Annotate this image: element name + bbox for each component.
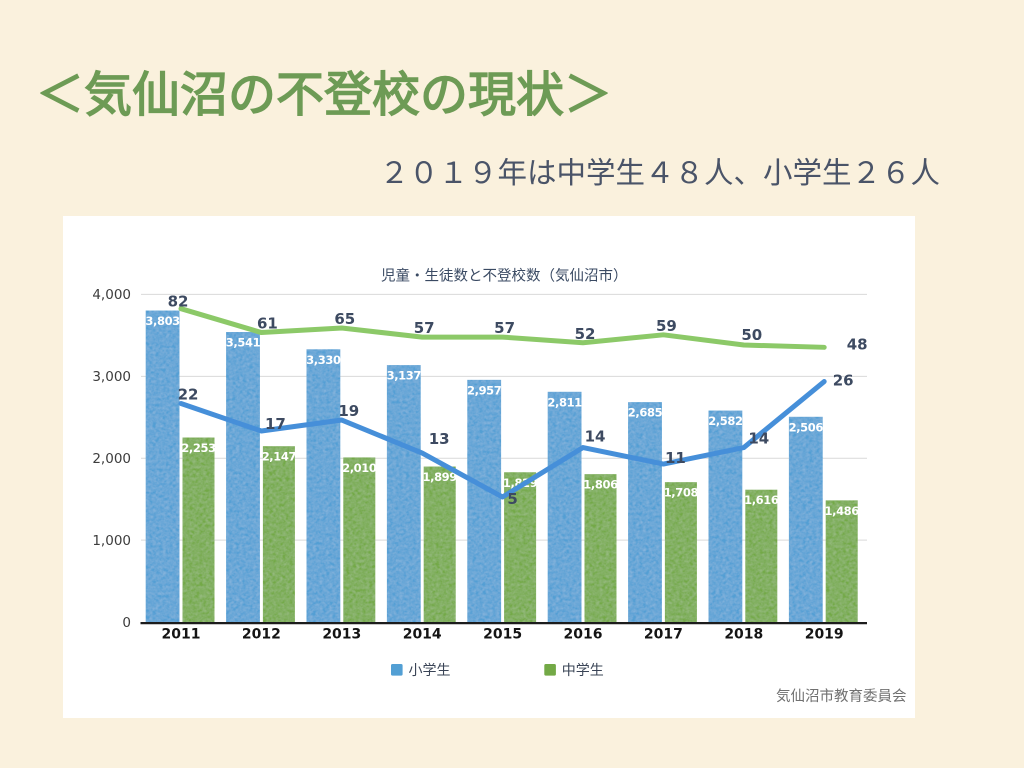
x-axis-category-label: 2017 <box>644 627 683 643</box>
y-axis-tick-label: 1,000 <box>92 533 131 549</box>
bar <box>664 482 697 624</box>
bar-series-小学生 <box>145 310 823 624</box>
line-value-label: 17 <box>265 415 286 433</box>
bar-value-label: 1,806 <box>583 478 618 492</box>
bar <box>708 410 743 624</box>
line-value-label: 13 <box>429 430 450 448</box>
bar <box>262 446 295 624</box>
bar <box>745 489 778 624</box>
chart-source: 気仙沼市教育委員会 <box>776 688 907 705</box>
bar <box>467 379 502 624</box>
x-axis-category-label: 2012 <box>242 627 281 643</box>
bar-series-中学生 <box>182 437 858 624</box>
chart-panel: 0 1,000 2,000 3,000 4,000 2011 2012 2013 2014 201… <box>63 216 915 718</box>
line-value-label: 50 <box>741 326 762 344</box>
bar-value-label: 3,330 <box>306 353 341 367</box>
y-axis-tick-label: 4,000 <box>92 287 131 303</box>
bar <box>182 437 215 624</box>
bar-value-label: 2,582 <box>708 414 742 428</box>
bar <box>343 457 376 624</box>
slide-subtitle: ２０１９年は中学生４８人、小学生２６人 <box>379 156 940 190</box>
bar <box>423 466 456 624</box>
line-value-label: 19 <box>338 402 359 420</box>
line-value-label: 61 <box>257 315 278 333</box>
bar-value-label: 2,010 <box>342 461 377 475</box>
bar-value-label: 1,616 <box>744 493 779 507</box>
line-value-label: 14 <box>585 428 606 446</box>
bar <box>628 402 662 624</box>
bar-value-label: 2,811 <box>547 395 582 409</box>
bar-value-label: 1,899 <box>423 470 458 484</box>
line-value-label: 52 <box>575 325 596 343</box>
x-axis-category-label: 2019 <box>805 627 844 643</box>
x-axis-category-label: 2016 <box>564 627 603 643</box>
bar-value-label: 2,147 <box>262 450 297 464</box>
x-axis-category-label: 2015 <box>483 627 522 643</box>
combo-chart: 0 1,000 2,000 3,000 4,000 2011 2012 2013 2014 201… <box>92 267 907 706</box>
bar-value-label: 2,253 <box>181 441 216 455</box>
bar <box>584 474 617 624</box>
bar-value-label: 3,803 <box>145 314 180 328</box>
line-value-label: 5 <box>507 490 517 508</box>
y-axis-tick-label: 0 <box>122 615 131 631</box>
line-value-label: 14 <box>748 430 769 448</box>
legend-label: 中学生 <box>562 663 604 679</box>
chart-title: 児童・生徒数と不登校数（気仙沼市） <box>381 267 628 285</box>
bar <box>145 310 180 624</box>
line-value-label: 65 <box>334 310 355 328</box>
line-value-label: 26 <box>833 372 854 390</box>
bar <box>306 349 341 624</box>
bar <box>504 472 537 624</box>
x-axis-category-label: 2011 <box>162 627 201 643</box>
bar <box>547 391 582 624</box>
line-value-label: 59 <box>656 317 677 335</box>
line-value-label: 57 <box>494 319 515 337</box>
line-value-label: 11 <box>665 449 686 467</box>
bar-value-label: 1,486 <box>825 504 860 518</box>
bar-value-label: 1,708 <box>664 486 699 500</box>
bar-value-label: 3,137 <box>387 369 422 383</box>
legend-label: 小学生 <box>409 663 451 679</box>
line-series-小学生 <box>178 379 827 500</box>
bar-value-label: 2,685 <box>628 406 663 420</box>
bar <box>788 416 823 624</box>
bar-value-label: 2,957 <box>467 383 502 397</box>
x-axis-category-label: 2018 <box>724 627 763 643</box>
line-value-label: 48 <box>847 335 868 353</box>
legend-swatch <box>544 664 556 676</box>
bar-value-label: 3,541 <box>226 336 261 350</box>
bar <box>226 332 260 624</box>
bar <box>386 365 421 624</box>
x-axis-category-label: 2014 <box>403 627 442 643</box>
y-axis-tick-label: 2,000 <box>92 451 131 467</box>
x-axis-category-label: 2013 <box>322 627 361 643</box>
line-value-label: 57 <box>414 319 435 337</box>
y-axis-tick-label: 3,000 <box>92 369 131 385</box>
bar-value-label: 2,506 <box>789 420 824 434</box>
line-value-label: 22 <box>178 386 199 404</box>
slide-title: ＜気仙沼の不登校の現状＞ <box>36 67 613 123</box>
bar <box>825 500 858 624</box>
legend-swatch <box>391 664 403 676</box>
line-series-中学生 <box>178 306 827 350</box>
line-value-label: 82 <box>168 293 189 311</box>
